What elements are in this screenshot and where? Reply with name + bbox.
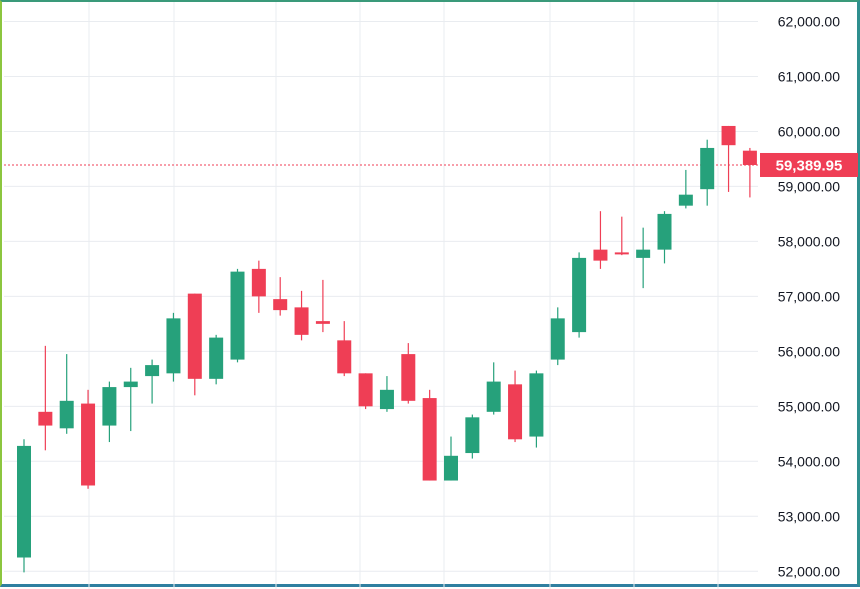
candle-up[interactable] [572, 252, 587, 338]
candles [17, 125, 757, 573]
y-tick-label: 58,000.00 [778, 233, 840, 249]
candle-body [401, 354, 416, 401]
candle-body [657, 213, 672, 250]
y-tick-label: 59,000.00 [778, 178, 840, 194]
candle-body [465, 417, 480, 454]
candle-body [187, 293, 202, 379]
candle-down[interactable] [187, 293, 202, 396]
candle-down[interactable] [401, 343, 416, 404]
candle-down[interactable] [251, 260, 266, 313]
candle-body [59, 400, 74, 429]
candle-body [337, 340, 352, 374]
candle-up[interactable] [550, 307, 565, 366]
horizontal-gridlines [4, 20, 758, 572]
candle-up[interactable] [657, 211, 672, 264]
y-tick-label: 56,000.00 [778, 343, 840, 359]
candle-down[interactable] [38, 345, 53, 451]
candle-up[interactable] [444, 436, 458, 481]
candle-body [529, 373, 544, 437]
candle-body [508, 384, 523, 440]
y-tick-label: 61,000.00 [778, 68, 840, 84]
candle-up[interactable] [166, 312, 181, 382]
candle-up[interactable] [486, 362, 501, 415]
y-tick-label: 60,000.00 [778, 123, 840, 139]
candle-body [166, 318, 181, 374]
last-price-label: 59,389.95 [760, 152, 858, 177]
y-axis-ticks: 62,000.00 61,000.00 60,000.00 59,000.00 58,0… [778, 13, 840, 579]
vertical-gridlines [88, 2, 719, 589]
candle-down[interactable] [315, 279, 330, 333]
candle-down[interactable] [273, 277, 288, 316]
candle-body [678, 194, 693, 206]
y-tick-label: 53,000.00 [778, 508, 840, 524]
candle-down[interactable] [721, 125, 736, 192]
candle-down[interactable] [614, 216, 629, 256]
y-tick-label: 52,000.00 [778, 563, 840, 579]
candle-up[interactable] [145, 359, 160, 404]
candle-body [102, 387, 117, 426]
candle-body [636, 249, 651, 258]
candle-body [550, 318, 565, 360]
candle-body [145, 365, 160, 377]
candle-body [593, 249, 608, 261]
candle-body [294, 307, 309, 335]
candle-body [444, 455, 458, 481]
candle-body [700, 147, 715, 190]
candle-body [614, 252, 629, 255]
candle-up[interactable] [379, 376, 394, 412]
candle-down[interactable] [358, 373, 373, 410]
candle-body [742, 150, 757, 165]
candle-down[interactable] [337, 321, 352, 377]
candle-body [273, 299, 288, 311]
candle-up[interactable] [678, 169, 693, 209]
candle-down[interactable] [81, 389, 96, 489]
candle-up[interactable] [59, 354, 74, 434]
candle-down[interactable] [742, 147, 757, 198]
y-tick-label: 62,000.00 [778, 13, 840, 29]
candle-body [358, 373, 373, 407]
candle-up[interactable] [209, 334, 224, 385]
y-tick-label: 54,000.00 [778, 453, 840, 469]
candle-body [123, 381, 138, 388]
last-price-value: 59,389.95 [776, 157, 843, 174]
candle-body [38, 411, 53, 426]
candle-up[interactable] [700, 139, 715, 206]
candle-body [486, 381, 501, 412]
candle-body [315, 321, 330, 324]
candle-body [81, 403, 96, 486]
candle-up[interactable] [230, 268, 245, 363]
candle-body [379, 389, 394, 410]
candle-body [230, 271, 245, 360]
y-tick-label: 57,000.00 [778, 288, 840, 304]
candle-up[interactable] [102, 381, 117, 443]
candle-body [721, 125, 736, 146]
candle-body [422, 398, 437, 481]
candle-body [572, 257, 587, 333]
candle-up[interactable] [17, 439, 31, 573]
candle-up[interactable] [123, 367, 138, 432]
candle-down[interactable] [508, 370, 523, 443]
last-price-badge [760, 152, 858, 177]
candle-body [17, 445, 31, 558]
candle-up[interactable] [465, 414, 480, 459]
candle-body [251, 268, 266, 297]
candle-down[interactable] [593, 211, 608, 269]
candle-body [209, 337, 224, 379]
candle-up[interactable] [636, 227, 651, 289]
candle-down[interactable] [294, 290, 309, 341]
candle-down[interactable] [422, 389, 437, 481]
y-tick-label: 55,000.00 [778, 398, 840, 414]
candle-up[interactable] [529, 370, 544, 448]
